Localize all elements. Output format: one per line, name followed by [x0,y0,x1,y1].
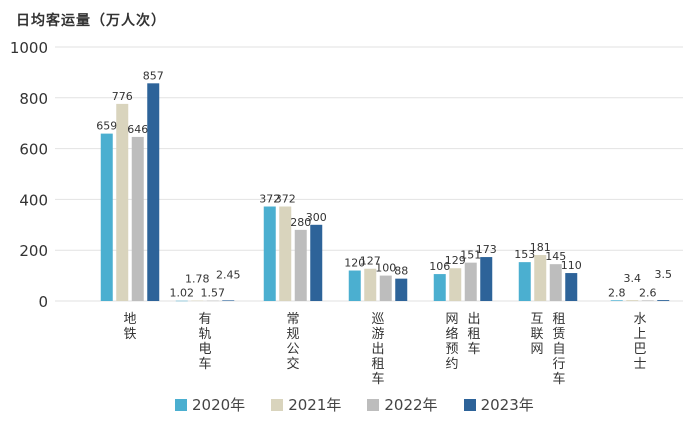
data-label: 1.57 [201,287,226,300]
legend-label: 2022年 [384,396,438,414]
legend-label: 2023年 [480,396,534,414]
category-label: 网络预约 出租车 [445,312,481,372]
category-label: 有轨电车 [198,312,212,372]
data-label: 1.02 [170,287,195,300]
bar [610,300,623,301]
category-label-column: 互联网 [530,312,544,357]
bar [191,300,204,302]
bar [348,270,361,301]
bar [131,136,144,301]
category-label-column: 出租车 [467,312,481,357]
y-tick-label: 0 [38,293,48,311]
legend-swatch [367,398,380,411]
data-label: 280 [290,216,311,229]
data-label: 646 [127,123,148,136]
data-label: 120 [344,257,365,270]
y-tick-label: 800 [19,90,48,108]
data-label: 100 [375,262,396,275]
y-tick-label: 600 [19,141,48,159]
legend-item: 2021年 [271,394,341,415]
legend-item: 2023年 [463,394,534,415]
category-label: 互联网 租赁自行车 [530,312,566,387]
bar [100,133,113,301]
category-label-column: 巡游出租车 [371,312,385,387]
legend-label: 2021年 [288,396,342,414]
legend-swatch [271,398,284,411]
data-label: 127 [360,255,381,268]
data-label: 372 [259,193,280,206]
data-label: 145 [545,250,566,263]
bar [433,274,446,301]
data-label: 151 [460,249,481,262]
bar [279,206,292,301]
bar [364,268,377,301]
bar [310,224,323,301]
data-label: 181 [530,241,551,254]
bar [263,206,276,301]
y-tick-label: 1000 [10,39,48,57]
data-label: 129 [445,254,466,267]
bar [626,300,639,301]
data-label: 1.78 [185,273,210,286]
category-label: 地铁 [123,312,137,342]
bar [641,300,654,301]
bar [657,300,670,301]
data-label: 153 [514,248,535,261]
bar [206,300,219,302]
data-label: 372 [275,193,296,206]
category-label-column: 网络预约 [445,312,459,372]
bar [379,275,392,301]
data-label: 2.8 [608,286,626,299]
data-label: 659 [96,120,117,133]
category-label-column: 租赁自行车 [552,312,566,387]
data-label: 106 [429,260,450,273]
data-label: 776 [112,90,133,103]
category-label: 巡游出租车 [371,312,385,387]
data-label: 857 [143,69,164,82]
data-label: 173 [476,243,497,256]
bar [480,257,493,301]
category-label: 水上巴士 [633,312,647,372]
bar [565,273,578,301]
bar [116,103,129,301]
legend-swatch [175,398,187,411]
legend-swatch [463,398,476,411]
category-label-column: 地铁 [123,312,137,342]
category-label-column: 常规公交 [286,312,300,372]
data-label: 2.6 [639,286,657,299]
chart-title: 日均客运量（万人次） [16,13,166,29]
bar [534,255,547,301]
legend-label: 2020年 [192,396,246,414]
bar [449,268,462,301]
bar [147,83,160,302]
bar [464,262,477,301]
category-label: 常规公交 [286,312,300,372]
legend: 2020年 2021年 2022年 2023年 [175,394,534,415]
y-tick-label: 400 [19,191,48,209]
category-label-column: 水上巴士 [633,312,647,372]
bar [294,229,307,301]
data-label: 2.45 [216,268,241,281]
data-label: 300 [306,211,327,224]
legend-item: 2022年 [367,394,438,415]
bar [222,300,235,301]
category-label-column: 有轨电车 [198,312,212,372]
data-label: 88 [394,265,408,278]
bar [549,264,562,301]
legend-item: 2020年 [175,394,245,415]
bar [518,262,531,301]
data-label: 3.4 [624,272,642,285]
bar [175,300,188,302]
data-label: 110 [561,259,582,272]
bar [395,278,408,301]
data-label: 3.5 [655,268,673,281]
y-tick-label: 200 [19,242,48,260]
